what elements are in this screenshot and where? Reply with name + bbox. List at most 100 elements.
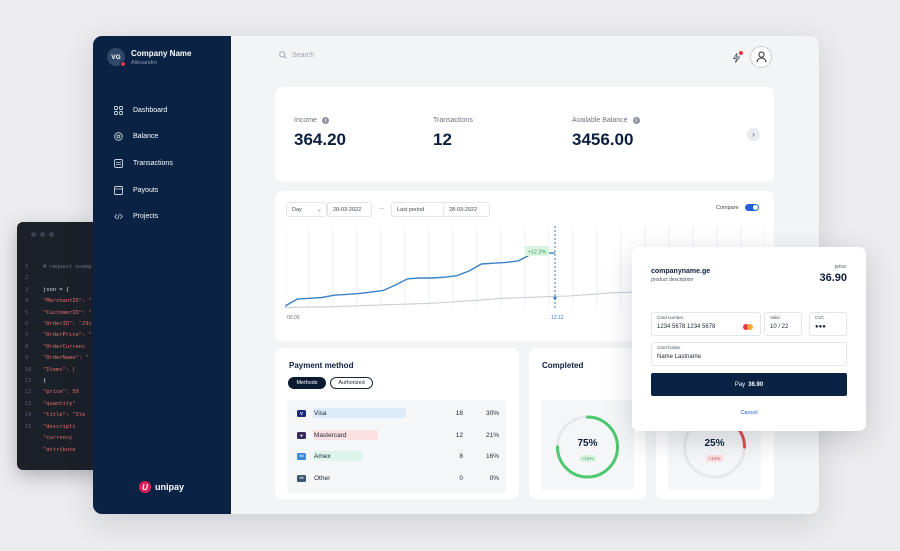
sidebar: VG Company Name Allexandro Dashboard Bal… <box>93 36 231 514</box>
grid-icon <box>114 105 123 115</box>
code-text: "title": "Ite <box>43 412 86 419</box>
visa-icon: V <box>297 409 306 417</box>
method-name: Mastercard <box>314 431 347 439</box>
user-avatar-button[interactable] <box>750 46 772 68</box>
cvc-label: CVC <box>815 315 825 320</box>
cancel-link[interactable]: Cancel <box>740 410 758 416</box>
line-chart: +12.2% <box>285 226 765 310</box>
balance-label: Available Balance <box>572 117 628 124</box>
payment-method-card: Payment method Methods Authorized V Visa 1… <box>275 348 519 499</box>
transactions-label: Transactions <box>433 117 473 124</box>
code-line: 2 <box>25 273 92 284</box>
other-icon: ▭ <box>297 474 306 482</box>
search-bar[interactable]: Search <box>279 51 314 59</box>
income-value: 364.20 <box>294 130 346 149</box>
method-name: Visa <box>314 409 327 417</box>
code-line: 4 "MerchantID": " <box>25 296 92 307</box>
code-text: "OrderName": " <box>43 355 89 362</box>
avatar: VG <box>107 48 126 67</box>
code-line: 15 "descripti <box>25 422 92 433</box>
checkout-popup: companyname.ge product description price… <box>632 247 866 431</box>
info-icon[interactable]: i <box>321 117 329 124</box>
period-select[interactable]: Day ⌄ <box>286 202 327 217</box>
series-line-current <box>285 252 555 307</box>
code-snippet: 1 # request examp 2 3 json = {4 "MerchantID"… <box>25 262 92 456</box>
method-name: Other <box>314 474 331 482</box>
code-line: 9 "OrderName": " <box>25 353 92 364</box>
code-line: 10 "Items": [ <box>25 365 92 376</box>
tab-methods[interactable]: Methods <box>288 377 326 389</box>
method-percent: 16% <box>485 452 499 460</box>
last-period-date-field[interactable]: 28-03-2022 <box>443 202 490 217</box>
code-line: 8 "OrderCurrenc <box>25 342 92 353</box>
line-number: 7 <box>25 332 29 339</box>
card-number-field[interactable]: Card number 1234 5678 1234 5678 <box>651 312 761 336</box>
method-count: 0 <box>459 474 463 482</box>
mastercard-icon: ● <box>297 431 306 439</box>
code-icon <box>114 212 123 221</box>
method-percent: 21% <box>485 431 499 439</box>
method-name: Amex <box>314 452 331 460</box>
compare-toggle[interactable] <box>744 204 759 211</box>
completed-badge: +12% <box>578 455 597 462</box>
cvc-field[interactable]: CVC ●●● <box>809 312 847 336</box>
sidebar-item-projects[interactable]: Projects <box>114 203 173 230</box>
completed-value: 75% <box>577 438 598 449</box>
line-number: 9 <box>25 355 29 362</box>
share-bar <box>313 430 379 440</box>
pay-label: Pay <box>734 381 746 388</box>
code-text: "descripti <box>43 423 76 430</box>
payment-method-title: Payment method <box>289 361 354 370</box>
line-number: 5 <box>25 309 29 316</box>
code-line: 13 "quantity" <box>25 399 92 410</box>
card-number-label: Card number <box>657 315 684 320</box>
payment-method-row[interactable]: ▭ Other 0 0% <box>297 472 502 484</box>
chevron-right-icon[interactable]: › <box>747 128 760 141</box>
valid-label: Valid <box>770 315 780 320</box>
card-holder-field[interactable]: Card holder Name Lastname <box>651 342 847 366</box>
status-dot <box>120 61 126 67</box>
company-switcher[interactable]: VG Company Name Allexandro <box>107 48 191 67</box>
payment-method-row[interactable]: V Visa 18 30% <box>297 407 502 419</box>
coin-icon <box>114 132 123 142</box>
code-line: 12 "price": 50 <box>25 387 92 398</box>
balance-value: 3456.00 <box>572 130 634 149</box>
notifications-icon[interactable] <box>729 51 743 65</box>
code-line: "attribute <box>25 445 92 456</box>
last-period-select[interactable]: Last period <box>391 202 447 217</box>
line-number: 2 <box>25 275 29 282</box>
method-count: 18 <box>455 409 463 417</box>
sidebar-item-dashboard[interactable]: Dashboard <box>114 97 173 124</box>
sidebar-item-transactions[interactable]: Transactions <box>114 150 173 177</box>
income-stat: Income i 364.20 <box>294 117 346 150</box>
line-number: 10 <box>25 366 32 373</box>
valid-value: 10 / 22 <box>770 324 789 330</box>
payment-method-row[interactable]: ● Mastercard 12 21% <box>297 429 502 441</box>
pay-button[interactable]: Pay 36.90 <box>651 373 847 396</box>
date-from-field[interactable]: 28-03-2022 <box>327 202 372 217</box>
code-text: "attribute <box>43 446 76 453</box>
sidebar-nav: Dashboard Balance Transactions Payouts P… <box>114 97 173 230</box>
code-text: "currency <box>43 435 73 442</box>
cvc-value: ●●● <box>815 324 826 330</box>
product-description: product description <box>651 277 694 283</box>
sidebar-item-balance[interactable]: Balance <box>114 124 173 151</box>
ring-progress <box>556 415 619 479</box>
code-text: "OrderCurrenc <box>43 343 86 350</box>
completed-card: Completed 75% +12% <box>529 348 646 499</box>
sidebar-item-payouts[interactable]: Payouts <box>114 177 173 204</box>
card-holder-value: Name Lastname <box>657 354 702 360</box>
secondary-value: 25% <box>704 438 725 449</box>
transactions-icon <box>114 159 123 168</box>
payment-method-row[interactable]: ▭ Amex 8 16% <box>297 450 502 462</box>
valid-field[interactable]: Valid 10 / 22 <box>764 312 802 336</box>
line-number: 4 <box>25 298 29 305</box>
code-line: 5 "CustomerID": " <box>25 308 92 319</box>
pay-amount: 36.90 <box>748 381 764 388</box>
tab-authorized[interactable]: Authorized <box>330 377 373 389</box>
info-icon[interactable]: i <box>632 117 640 124</box>
code-text: "OrderPrice": " <box>43 332 92 339</box>
last-period-label: Last period <box>397 206 425 213</box>
sidebar-item-label: Transactions <box>133 159 173 167</box>
payouts-icon <box>114 185 123 195</box>
